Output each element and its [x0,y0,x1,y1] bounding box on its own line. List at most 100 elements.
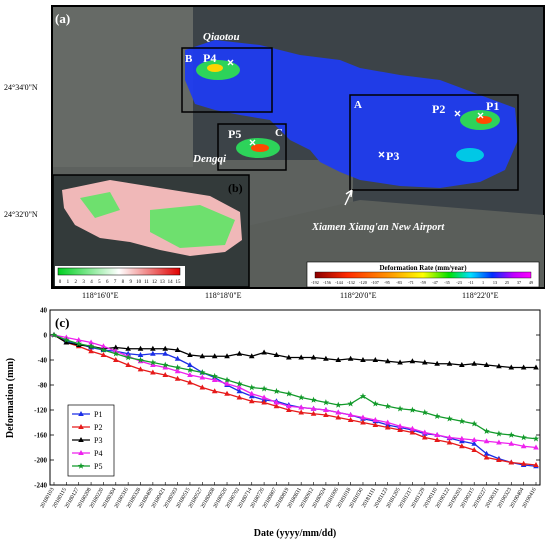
y-tick-label: 0 [44,332,48,340]
place-label-qiaotou: Qiaotou [203,31,240,43]
data-point-p2 [335,414,342,420]
data-point-p2 [347,417,354,422]
data-point-p2 [162,372,169,377]
data-point-p5 [149,359,157,366]
data-point-p2 [446,439,453,445]
data-point-p3 [335,357,342,362]
y-tick-label: -200 [34,457,47,465]
data-point-p3 [421,359,428,365]
data-point-p3 [520,364,527,370]
inset-tick-label: 15 [176,280,182,285]
data-point-p4 [323,407,329,412]
rate-tick-label: -71 [408,280,414,285]
data-point-p5 [199,369,206,376]
plot-area [49,309,541,486]
data-point-p2 [397,427,403,432]
marker-p3 [378,151,385,158]
marker-p1 [477,112,484,119]
data-point-p3 [199,353,206,359]
y-tick-label: -240 [34,482,47,490]
legend: P1 P2 P3 P4 P5 [67,404,115,477]
data-point-p4 [236,384,243,390]
data-point-p3 [125,345,131,351]
data-point-p5 [50,331,58,338]
map-land-west [53,7,193,167]
rate-colorbar-bar [314,271,532,279]
hotspot-p4-core [207,64,223,72]
data-point-p2 [286,407,292,412]
inset-tick-label: 1 [67,280,70,285]
data-point-p2 [483,454,490,460]
data-point-p5 [508,431,515,438]
point-label-p2: P2 [432,102,445,116]
data-point-p3 [397,359,403,365]
data-point-p4 [520,443,527,449]
panel-label-b: (b) [228,181,243,195]
data-point-p2 [236,394,243,400]
data-point-p5 [112,350,120,357]
data-point-p5 [211,372,218,379]
inset-green-patch-2 [80,192,120,218]
data-point-p4 [471,437,478,442]
data-point-p4 [286,403,292,409]
data-point-p2 [310,410,317,416]
inset-tick-label: 14 [168,280,174,285]
rate-tick-label: -156 [323,280,331,285]
hotspot-east [456,148,484,162]
data-point-p2 [298,409,304,415]
data-point-p4 [347,412,354,417]
legend-marker [78,437,84,442]
data-point-p5 [260,385,268,392]
inset-tick-label: 2 [74,280,77,285]
data-point-p3 [508,364,515,370]
point-label-p4: P4 [203,51,216,65]
data-point-p5 [458,417,466,424]
series-p5 [50,331,540,442]
data-point-p5 [384,402,391,409]
inset-tick-label: 12 [152,280,158,285]
data-point-p1 [150,350,156,356]
data-point-p5 [186,366,194,373]
inset-tick-label: 10 [136,280,142,285]
data-point-p3 [409,358,416,364]
data-point-p3 [347,355,354,361]
data-point-p4 [162,364,169,370]
y-axis: 40 0 -40 -80 -120 -160 -200 -240 [34,307,540,490]
legend-label: P1 [94,410,102,419]
data-point-p5 [174,364,181,371]
rate-colorbar-ticks: -192 -156 -144 -132 -120 -107 -95 -83 -71 -59 -47 -… [311,280,533,285]
data-point-p5 [285,390,293,397]
data-point-p2 [112,357,119,362]
inset-tick-label: 6 [106,280,109,285]
data-point-p4 [75,337,82,342]
data-point-p2 [187,379,193,385]
data-point-p2 [88,348,94,354]
point-markers [227,59,484,158]
box-label-c: C [275,127,283,139]
data-point-p5 [75,340,82,347]
data-point-p3 [150,345,156,351]
data-point-p2 [261,399,267,405]
inset-tick-label: 13 [160,280,166,285]
data-point-p4 [409,425,416,431]
legend-label: P4 [94,449,102,458]
data-point-p2 [520,460,527,466]
data-point-p4 [310,405,317,411]
data-point-p2 [421,434,428,440]
data-point-p4 [434,432,440,437]
series-line-p2 [53,334,537,466]
data-point-p4 [508,440,515,446]
data-point-p3 [298,354,304,360]
rate-tick-label: -47 [432,280,438,285]
rate-tick-label: -107 [371,280,379,285]
data-point-p4 [298,404,304,410]
inset-colorbar [57,267,181,276]
data-point-p1 [137,352,144,357]
box-b [181,47,273,113]
data-point-p3 [187,352,193,357]
rate-tick-label: 1 [482,280,484,285]
panel-label-a: (a) [55,11,70,26]
data-point-p5 [372,400,379,407]
data-point-p5 [236,380,243,387]
